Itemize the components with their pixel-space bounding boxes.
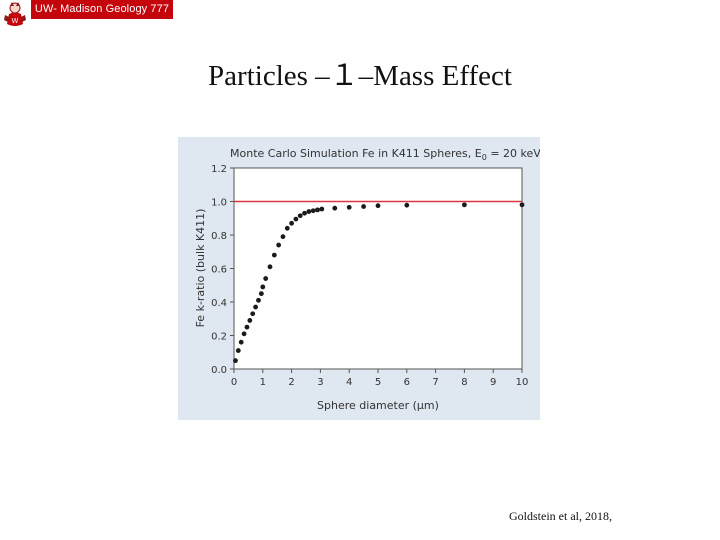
x-tick-label: 7	[432, 377, 438, 388]
x-tick-label: 9	[490, 377, 496, 388]
plot-area	[233, 167, 523, 370]
data-point	[256, 297, 261, 303]
data-point	[297, 213, 303, 219]
data-point	[375, 203, 381, 209]
x-tick-label: 1	[260, 377, 266, 388]
data-point	[346, 204, 352, 210]
chart-title: Monte Carlo Simulation Fe in K411 Sphere…	[230, 147, 540, 162]
data-point	[258, 291, 264, 297]
x-tick-label: 5	[375, 377, 381, 388]
x-tick-label: 6	[404, 377, 410, 388]
x-tick-label: 10	[516, 377, 529, 388]
data-point	[238, 339, 244, 345]
data-point	[315, 207, 320, 213]
data-point	[361, 204, 366, 209]
svg-text:W: W	[12, 17, 19, 25]
data-point	[267, 264, 273, 270]
data-point	[233, 358, 238, 364]
y-tick-label: 0.4	[211, 298, 227, 309]
x-tick-label: 8	[461, 377, 467, 388]
data-point	[280, 234, 286, 240]
data-point	[284, 225, 290, 231]
data-point	[241, 331, 247, 337]
y-tick-label: 1.0	[211, 198, 227, 209]
data-point	[302, 210, 307, 216]
chart-figure: Monte Carlo Simulation Fe in K411 Sphere…	[178, 137, 541, 420]
data-points	[233, 202, 525, 364]
y-axis-label: Fe k-ratio (bulk K411)	[194, 209, 207, 328]
y-tick-label: 0.6	[211, 265, 227, 276]
course-badge: UW- Madison Geology 777	[31, 0, 173, 19]
y-tick-label: 0.0	[211, 365, 227, 376]
data-point	[244, 324, 250, 330]
uw-badger-mascot-icon: W	[0, 0, 30, 30]
data-point	[404, 202, 410, 208]
data-point	[263, 276, 269, 281]
data-point	[260, 284, 266, 290]
data-point	[462, 202, 467, 208]
x-tick-label: 0	[231, 377, 237, 388]
x-tick-label: 2	[288, 377, 294, 388]
data-point	[319, 206, 325, 212]
citation: Goldstein et al, 2018,	[509, 509, 612, 523]
data-point	[519, 202, 525, 208]
y-axis-ticks: 0.0 0.2 0.4 0.6 0.8 1.0 1.2	[211, 164, 234, 376]
data-point	[306, 209, 312, 214]
data-point	[271, 252, 277, 258]
data-point	[250, 311, 256, 317]
data-point	[332, 205, 338, 211]
slide-title: Particles –１–Mass Effect	[208, 60, 512, 92]
x-axis-label: Sphere diameter (μm)	[317, 399, 439, 412]
data-point	[235, 348, 241, 353]
x-tick-label: 4	[346, 377, 352, 388]
y-tick-label: 0.8	[211, 231, 227, 242]
header-bar: W UW- Madison Geology 777	[0, 0, 720, 30]
data-point	[293, 216, 299, 222]
x-axis-ticks: 0 1 2 3 4 5 6 7 8 9 10	[231, 369, 529, 388]
data-point	[310, 208, 316, 214]
chart-svg: Monte Carlo Simulation Fe in K411 Sphere…	[178, 137, 541, 420]
data-point	[247, 318, 253, 323]
data-point	[289, 220, 294, 226]
x-tick-label: 3	[317, 377, 323, 388]
y-tick-label: 0.2	[211, 332, 227, 343]
y-tick-label: 1.2	[211, 164, 227, 175]
data-point	[276, 242, 282, 248]
data-point	[253, 304, 258, 310]
